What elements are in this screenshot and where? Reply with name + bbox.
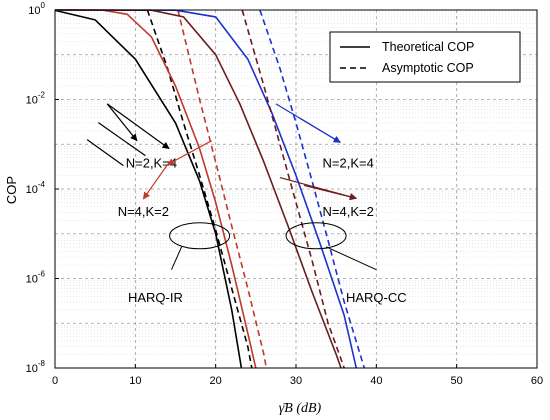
x-tick-label: 30 (290, 375, 302, 387)
series-line-harq-cc-theoretical (54, 9, 358, 369)
y-tick-label: 10-6 (26, 270, 46, 286)
annotation-ellipse (285, 222, 347, 250)
y-tick-label: 10-2 (26, 91, 46, 107)
x-tick-label: 0 (52, 375, 58, 387)
series-line-harq-ir-theoretical (54, 9, 257, 369)
annotation-label: N=4,K=2 (118, 204, 169, 219)
annotation-label: N=2,K=4 (323, 156, 374, 171)
annotations: N=2,K=4 N=4,K=2 N=2,K=4 N=4,K=2 HARQ-IR HARQ-… (86, 103, 407, 305)
legend: Theoretical COP Asymptotic COP (329, 31, 521, 83)
series-line-harq-ir-asymptotic (146, 9, 253, 369)
annotation-arrow (106, 103, 138, 142)
y-axis-title: COP (4, 176, 19, 204)
series-line-harq-ir-theoretical (54, 9, 243, 369)
annotation-label: N=4,K=2 (323, 204, 374, 219)
annotation-label: HARQ-CC (346, 290, 407, 305)
y-tick-label: 10-8 (26, 359, 46, 375)
annotation-arrow (98, 122, 146, 157)
series-line-harq-cc-asymptotic (241, 9, 345, 369)
x-tick-label: 20 (210, 375, 222, 387)
tick-labels: 0 10 20 30 40 50 60 100 10-2 10-4 10-6 10-8 (26, 1, 544, 387)
series-line-harq-ir-asymptotic (177, 9, 268, 369)
x-tick-label: 50 (451, 375, 463, 387)
x-axis-title-symbol: γ̄B (dB) (279, 401, 322, 416)
x-tick-label: 40 (370, 375, 382, 387)
y-tick-label: 100 (28, 1, 45, 17)
legend-box (329, 31, 521, 83)
annotation-label: HARQ-IR (128, 290, 183, 305)
annotation-arrow (142, 164, 168, 200)
x-axis-title: γ̄B (dB) (279, 401, 322, 416)
annotation-label: N=2,K=4 (126, 156, 177, 171)
series-line-harq-cc-asymptotic (259, 9, 366, 369)
y-tick-label: 10-4 (26, 180, 46, 196)
annotation-leader (325, 246, 377, 271)
annotation-ellipse (169, 222, 231, 250)
x-tick-label: 60 (531, 375, 543, 387)
annotation-arrow (299, 117, 341, 143)
x-tick-label: 10 (129, 375, 141, 387)
annotation-arrow (303, 184, 357, 201)
annotation-arrow (106, 103, 170, 150)
annotation-leader (171, 246, 183, 270)
series-line-harq-cc-theoretical (54, 9, 342, 369)
legend-label: Theoretical COP (382, 40, 474, 54)
annotation-arrow (86, 139, 124, 167)
legend-label: Asymptotic COP (382, 61, 474, 75)
series-group (54, 9, 366, 369)
annotation-arrow (166, 140, 212, 166)
